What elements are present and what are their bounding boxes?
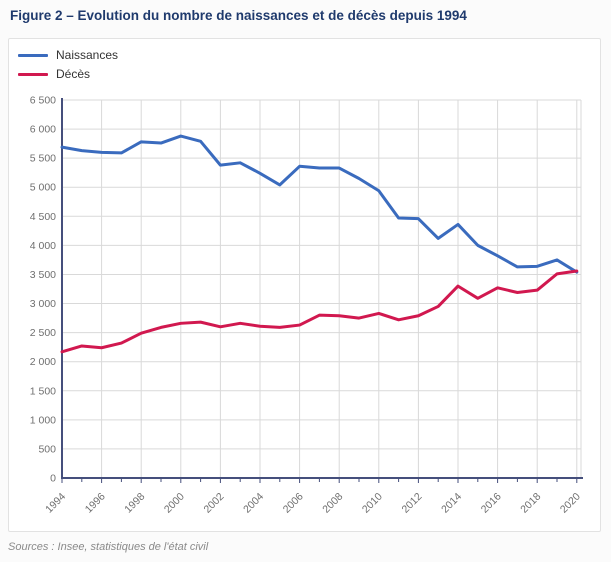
dcs-line [60,269,579,354]
legend-label-naissances: Naissances [56,48,119,62]
y-tick-label: 500 [38,443,56,455]
x-tick-label: 2010 [360,491,385,516]
y-tick-label: 5 000 [30,182,56,194]
naissances-line-swatch-icon [18,53,48,57]
y-tick-label: 4 000 [30,240,56,252]
y-tick-label: 6 500 [30,95,56,107]
x-tick-label: 2020 [558,491,583,516]
source-caption: Sources : Insee, statistiques de l'état … [8,541,209,553]
x-tick-label: 2006 [281,491,306,516]
legend-label-deces: Décès [56,67,91,81]
x-tick-label: 2008 [320,491,345,516]
x-tick-label: 2004 [241,491,266,516]
y-tick-label: 1 000 [30,414,56,426]
deces-line-swatch-icon [18,72,48,76]
legend-item-deces: Décès [18,67,118,81]
y-tick-label: 4 500 [30,211,56,223]
x-tick-label: 2014 [439,491,464,516]
y-tick-label: 1 500 [30,385,56,397]
y-tick-label: 5 500 [30,153,56,165]
y-tick-label: 3 500 [30,269,56,281]
chart-legend: Naissances Décès [18,48,118,81]
x-tick-label: 2002 [202,491,227,516]
x-tick-label: 2012 [400,491,425,516]
y-tick-label: 6 000 [30,124,56,136]
x-tick-label: 1994 [43,491,68,516]
legend-item-naissances: Naissances [18,48,118,62]
figure-title: Figure 2 – Evolution du nombre de naissa… [10,8,467,23]
y-tick-label: 3 000 [30,298,56,310]
x-tick-label: 2000 [162,491,187,516]
chart-panel [8,38,601,532]
y-tick-label: 0 [50,473,56,485]
x-tick-label: 2016 [479,491,504,516]
y-tick-label: 2 500 [30,327,56,339]
y-tick-label: 2 000 [30,356,56,368]
x-tick-label: 1996 [83,491,108,516]
naissances-line [60,134,579,274]
x-tick-label: 1998 [122,491,147,516]
x-tick-label: 2018 [518,491,543,516]
